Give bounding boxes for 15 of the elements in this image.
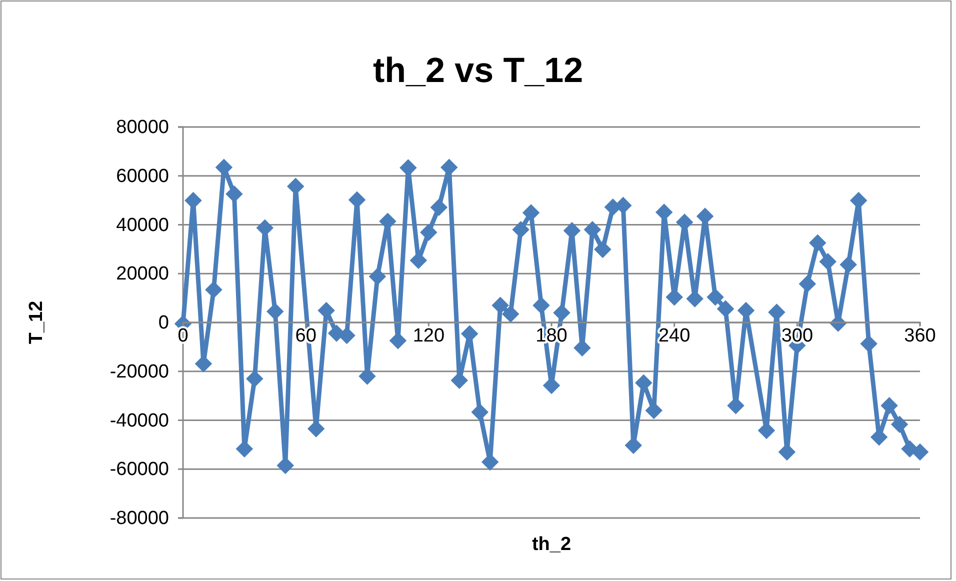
x-tick-label: 120: [412, 326, 445, 346]
chart-title: th_2 vs T_12: [372, 51, 584, 90]
y-axis-title: T_12: [26, 300, 47, 344]
y-tick-label: -20000: [110, 361, 169, 382]
x-tick-label: 0: [178, 326, 188, 346]
y-tick-label: 60000: [116, 166, 169, 187]
y-tick-label: 80000: [116, 117, 169, 138]
y-tick-label: -80000: [110, 508, 169, 530]
y-tick-label: 40000: [116, 214, 169, 236]
y-tick-label: 20000: [116, 264, 169, 285]
x-axis-title: th_2: [532, 534, 572, 555]
y-tick-label: -40000: [110, 410, 169, 432]
x-tick-label: 360: [904, 326, 936, 346]
y-tick-label: -60000: [110, 459, 169, 480]
x-tick-label: 240: [658, 326, 690, 346]
